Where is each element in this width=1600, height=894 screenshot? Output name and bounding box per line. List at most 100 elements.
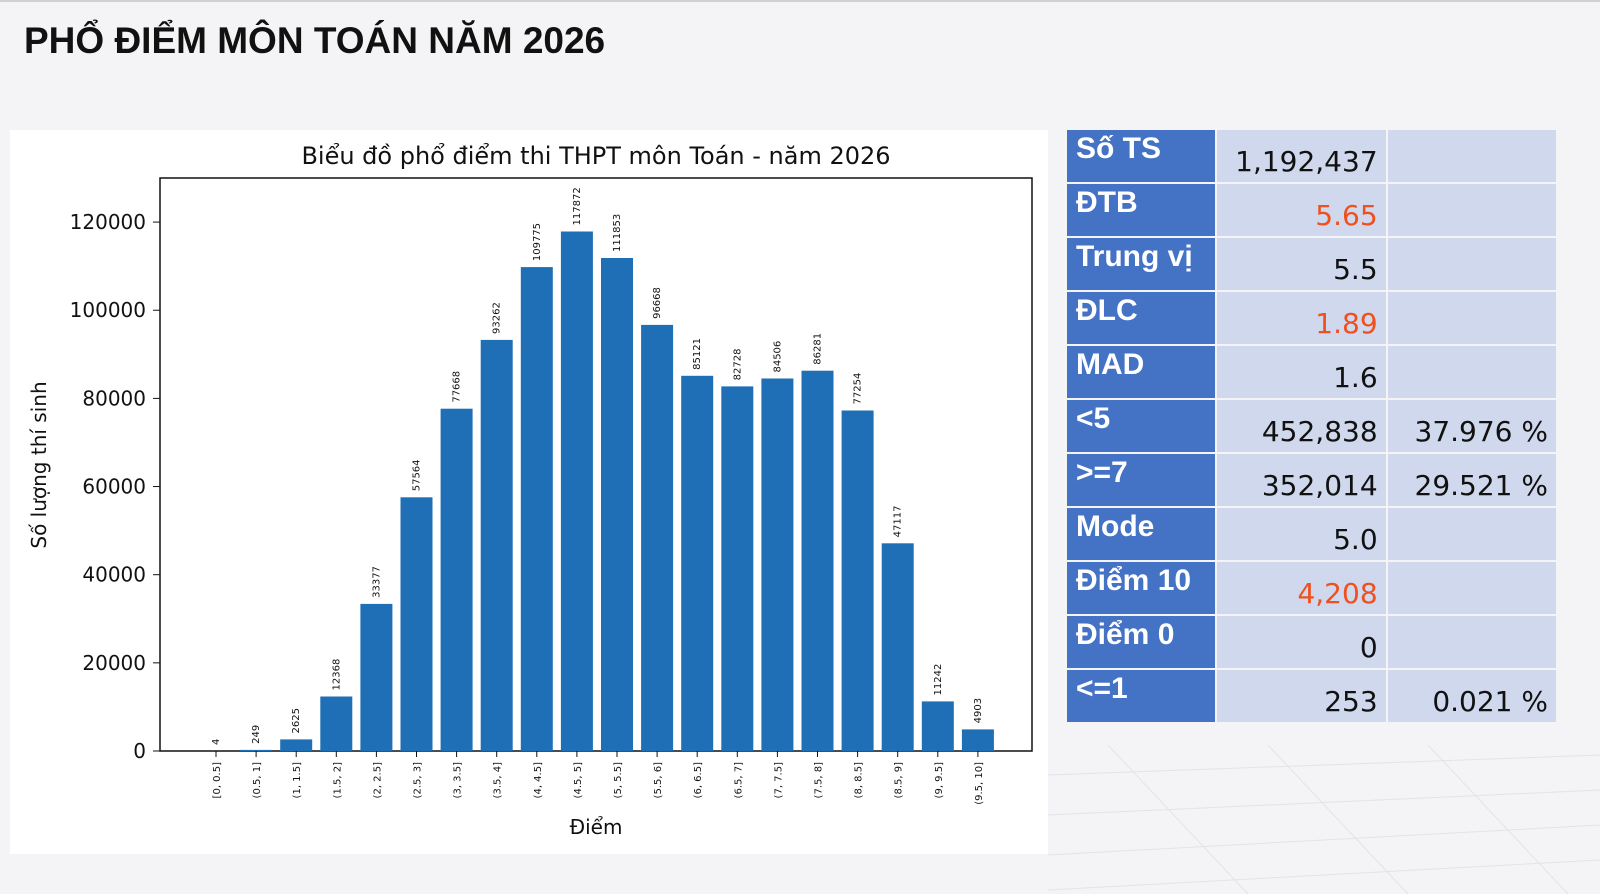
stat-percent xyxy=(1387,238,1556,290)
bar xyxy=(320,696,353,751)
stat-label: ĐLC xyxy=(1067,292,1216,344)
y-axis-label: Số lượng thí sinh xyxy=(27,381,51,548)
bar-value-label: 85121 xyxy=(692,338,703,370)
bar-value-label: 12368 xyxy=(331,659,342,691)
stat-label: MAD xyxy=(1067,346,1216,398)
x-tick-label: (4.5, 5] xyxy=(573,762,584,799)
bar xyxy=(240,749,273,751)
chart-title: Biểu đồ phổ điểm thi THPT môn Toán - năm… xyxy=(301,142,890,170)
page-title: PHỔ ĐIỂM MÔN TOÁN NĂM 2026 xyxy=(24,20,606,61)
x-tick-label: (7, 7.5] xyxy=(773,762,784,799)
stats-row: <=1 253 0.021 % xyxy=(1067,670,1556,722)
stat-label: Số TS xyxy=(1067,130,1216,182)
x-tick-label: (3, 3.5] xyxy=(453,762,464,799)
stat-value: 1.89 xyxy=(1217,292,1386,344)
top-rule xyxy=(0,0,1600,2)
bar xyxy=(400,497,433,751)
stat-label: Điểm 10 xyxy=(1067,562,1216,614)
x-tick-label: (9, 9.5] xyxy=(934,762,945,799)
x-tick-label: (5, 5.5] xyxy=(613,762,624,799)
stats-row: Mode 5.0 xyxy=(1067,508,1556,560)
bars-group: 4 249 2625 12368 33377 57564 77668 93262 109775 1… xyxy=(211,187,994,751)
x-axis-label: Điểm xyxy=(570,815,623,839)
x-tick-label: (2, 2.5] xyxy=(372,762,383,799)
bar xyxy=(280,739,313,751)
bar-value-label: 86281 xyxy=(813,333,824,365)
stat-value: 4,208 xyxy=(1217,562,1386,614)
x-tick-label: (7.5, 8] xyxy=(814,762,825,799)
stat-percent: 0.021 % xyxy=(1387,670,1556,722)
bar-value-label: 4903 xyxy=(973,698,984,723)
stat-percent: 29.521 % xyxy=(1387,454,1556,506)
stat-percent xyxy=(1387,562,1556,614)
bar xyxy=(801,370,834,751)
bar-value-label: 117872 xyxy=(572,187,583,225)
plot-frame xyxy=(159,177,1033,752)
stats-row: <5 452,838 37.976 % xyxy=(1067,400,1556,452)
stat-value: 5.5 xyxy=(1217,238,1386,290)
stat-percent xyxy=(1387,508,1556,560)
bar xyxy=(921,701,954,751)
x-axis: [0, 0.5] (0.5, 1] (1, 1.5] (1.5, 2] (2, 2.5]… xyxy=(212,751,985,805)
bar xyxy=(961,729,994,751)
y-tick-label: 60000 xyxy=(82,475,146,499)
y-axis: 0 20000 40000 60000 80000 100000 120000 xyxy=(70,210,160,763)
stat-value: 5.65 xyxy=(1217,184,1386,236)
x-tick-label: (1.5, 2] xyxy=(332,762,343,799)
histogram-chart: Biểu đồ phổ điểm thi THPT môn Toán - năm… xyxy=(27,142,1033,839)
bar xyxy=(520,267,553,751)
x-tick-label: (2.5, 3] xyxy=(413,762,424,799)
stat-value: 5.0 xyxy=(1217,508,1386,560)
stat-value: 1.6 xyxy=(1217,346,1386,398)
y-tick-label: 80000 xyxy=(82,386,146,410)
stats-table: Số TS 1,192,437 ĐTB 5.65 Trung vị 5.5 ĐLC 1.89 M… xyxy=(1065,128,1558,724)
bar xyxy=(560,231,593,751)
background-pattern xyxy=(1048,745,1600,894)
bar-value-label: 57564 xyxy=(412,459,423,491)
x-tick-label: (8.5, 9] xyxy=(894,762,905,799)
bar xyxy=(440,408,473,751)
bar-value-label: 249 xyxy=(251,725,262,744)
x-tick-label: (6.5, 7] xyxy=(733,762,744,799)
bar xyxy=(480,339,513,751)
y-tick-label: 120000 xyxy=(70,210,146,234)
stat-value: 352,014 xyxy=(1217,454,1386,506)
stats-row: Số TS 1,192,437 xyxy=(1067,130,1556,182)
bar-value-label: 84506 xyxy=(772,341,783,373)
bar xyxy=(641,324,674,751)
stats-row: >=7 352,014 29.521 % xyxy=(1067,454,1556,506)
stat-percent xyxy=(1387,616,1556,668)
bar-value-label: 47117 xyxy=(893,506,904,538)
stat-percent xyxy=(1387,292,1556,344)
bar-value-label: 93262 xyxy=(492,302,503,334)
stat-value: 0 xyxy=(1217,616,1386,668)
bar-value-label: 111853 xyxy=(612,214,623,252)
chart-panel: Biểu đồ phổ điểm thi THPT môn Toán - năm… xyxy=(10,130,1048,854)
y-tick-label: 0 xyxy=(133,739,146,763)
x-tick-label: (4, 4.5] xyxy=(533,762,544,799)
stat-value: 452,838 xyxy=(1217,400,1386,452)
bar-value-label: 33377 xyxy=(371,566,382,598)
bar-value-label: 82728 xyxy=(732,349,743,381)
stat-value: 253 xyxy=(1217,670,1386,722)
x-tick-label: (0.5, 1] xyxy=(252,762,263,799)
y-tick-label: 20000 xyxy=(82,651,146,675)
stat-percent xyxy=(1387,184,1556,236)
bar xyxy=(881,543,914,751)
bar-value-label: 11242 xyxy=(933,664,944,696)
x-tick-label: (3.5, 4] xyxy=(493,762,504,799)
y-tick-label: 40000 xyxy=(82,563,146,587)
bar xyxy=(761,378,794,751)
stat-label: Mode xyxy=(1067,508,1216,560)
bar-value-label: 96668 xyxy=(652,287,663,319)
stat-percent xyxy=(1387,346,1556,398)
x-tick-label: (1, 1.5] xyxy=(292,762,303,799)
bar xyxy=(360,603,393,751)
stats-row: MAD 1.6 xyxy=(1067,346,1556,398)
bar-value-label: 2625 xyxy=(291,708,302,733)
x-tick-label: (5.5, 6] xyxy=(653,762,664,799)
stat-percent: 37.976 % xyxy=(1387,400,1556,452)
stat-label: >=7 xyxy=(1067,454,1216,506)
stats-row: Điểm 10 4,208 xyxy=(1067,562,1556,614)
